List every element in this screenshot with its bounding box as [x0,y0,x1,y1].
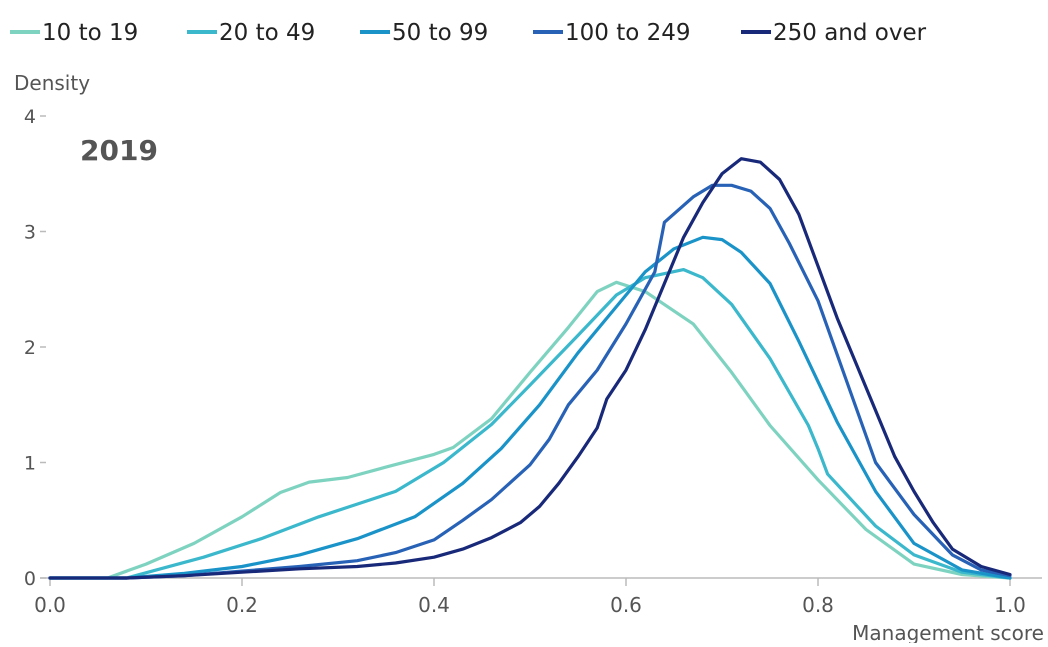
y-tick-label: 2 [24,337,36,359]
x-tick-label: 0.8 [802,593,834,617]
series-line-20-to-49 [48,268,1012,580]
x-tick-label: 1.0 [994,593,1026,617]
x-tick-label: 0.2 [226,593,258,617]
panel-label: 2019 [80,134,158,167]
y-tick-label: 1 [24,453,36,475]
x-tick-label: 0.4 [418,593,450,617]
x-tick-label: 0.6 [610,593,642,617]
legend-label: 10 to 19 [42,20,138,46]
series-line-50-to-99 [48,235,1012,580]
x-tick-label: 0.0 [34,593,66,617]
y-axis: 0 1 2 3 4 [24,106,46,590]
y-tick-label: 3 [24,222,36,244]
y-tick-label: 0 [24,568,36,590]
series-line-100-to-249 [48,183,1012,580]
x-axis-label: Management score [852,621,1044,643]
series-line-250-and-over [48,157,1012,580]
legend-label: 250 and over [773,20,927,46]
legend-label: 20 to 49 [219,20,315,46]
x-axis: 0.0 0.2 0.4 0.6 0.8 1.0 [34,577,1042,617]
series-lines [48,157,1012,580]
y-axis-label: Density [14,71,90,95]
legend-label: 50 to 99 [392,20,488,46]
legend: 10 to 19 20 to 49 50 to 99 100 to 249 250 an… [10,20,927,46]
series-line-10-to-19 [48,280,1012,580]
legend-label: 100 to 249 [565,20,691,46]
y-tick-label: 4 [24,106,36,128]
